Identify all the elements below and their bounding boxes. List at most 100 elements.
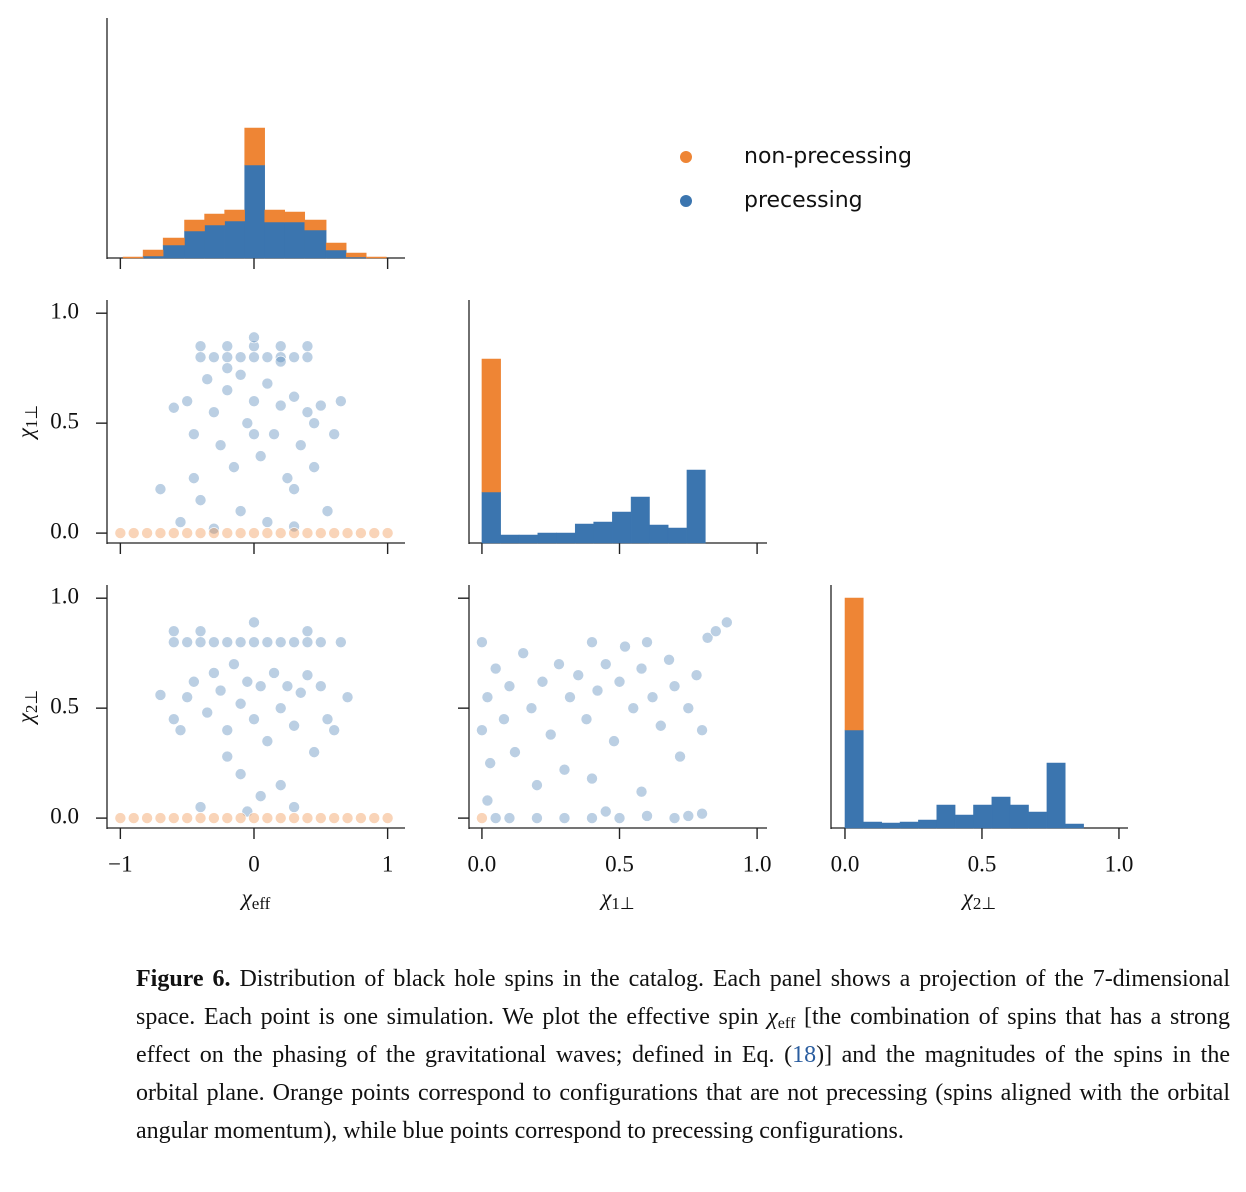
point <box>509 746 521 758</box>
point <box>668 680 681 692</box>
point <box>234 697 247 710</box>
x-tick-label: 0.0 <box>468 851 497 876</box>
bar <box>649 524 669 544</box>
point <box>315 680 327 692</box>
bar <box>593 521 613 544</box>
point <box>308 417 320 429</box>
point <box>341 527 354 539</box>
point <box>181 395 193 407</box>
point <box>328 527 340 539</box>
point <box>168 401 180 414</box>
x-tick-label: −1 <box>108 851 132 876</box>
point <box>281 680 294 692</box>
point <box>261 516 274 528</box>
point <box>261 812 274 824</box>
point <box>208 406 220 418</box>
point <box>368 527 381 539</box>
bar <box>162 244 185 259</box>
point <box>194 625 207 637</box>
bar <box>284 221 306 259</box>
point <box>481 691 494 703</box>
point <box>274 702 287 714</box>
legend-label: precessing <box>744 188 863 213</box>
point <box>154 527 167 539</box>
point <box>288 483 300 495</box>
point <box>254 680 267 692</box>
bar <box>162 237 185 246</box>
point <box>288 390 300 403</box>
point <box>301 527 314 539</box>
point <box>248 616 260 629</box>
bar <box>345 252 367 258</box>
point <box>221 812 234 824</box>
y-tick-label: 0.5 <box>50 408 79 433</box>
bar <box>224 220 245 259</box>
point <box>690 669 703 681</box>
point <box>586 636 598 648</box>
point <box>261 351 274 363</box>
point <box>221 527 234 539</box>
point <box>248 428 260 440</box>
axis-label-symbol: χ <box>599 885 612 910</box>
point <box>613 812 626 824</box>
bar <box>264 209 285 223</box>
x-tick-label: 0.5 <box>605 851 634 876</box>
point <box>248 636 260 648</box>
point <box>701 631 714 644</box>
bar <box>1028 811 1048 829</box>
point <box>531 812 543 824</box>
bar <box>881 822 901 829</box>
bar <box>1046 762 1066 829</box>
point <box>261 377 274 390</box>
bar <box>918 819 938 829</box>
point <box>646 691 659 703</box>
point <box>663 653 675 666</box>
point <box>619 640 631 653</box>
bar <box>537 532 557 544</box>
point <box>301 406 314 418</box>
point <box>154 689 167 701</box>
point <box>696 807 708 820</box>
point <box>194 812 207 824</box>
point <box>241 675 254 688</box>
bar <box>630 496 650 544</box>
point <box>248 340 260 352</box>
point <box>654 719 667 732</box>
point <box>613 675 626 688</box>
point <box>381 527 394 539</box>
point <box>301 625 314 637</box>
point <box>553 658 565 670</box>
point <box>141 812 153 824</box>
point <box>484 757 496 769</box>
bar <box>667 527 688 544</box>
point <box>254 450 267 462</box>
point <box>234 505 247 517</box>
point <box>531 779 543 791</box>
bar <box>325 242 347 251</box>
point <box>668 812 681 824</box>
point <box>248 351 260 363</box>
point <box>274 340 287 352</box>
point <box>274 779 287 791</box>
point <box>558 763 571 776</box>
point <box>481 794 494 807</box>
point <box>194 494 207 506</box>
legend-marker <box>680 151 692 163</box>
point <box>221 351 234 363</box>
caption-ref[interactable]: 18 <box>792 1042 817 1068</box>
point <box>234 636 247 648</box>
caption-subscript: eff <box>777 1015 796 1032</box>
point <box>154 483 167 495</box>
axis-label-subscript: eff <box>252 894 271 913</box>
y-tick-label: 0.0 <box>50 803 79 828</box>
bar <box>991 796 1011 829</box>
point <box>641 636 653 648</box>
bar <box>686 469 706 544</box>
bar <box>204 224 225 259</box>
point <box>476 636 488 648</box>
point <box>194 351 207 363</box>
caption-text: [the combination of spins that has a str… <box>136 1004 1231 1068</box>
point <box>341 812 354 824</box>
bar <box>244 164 265 259</box>
point <box>221 636 234 648</box>
